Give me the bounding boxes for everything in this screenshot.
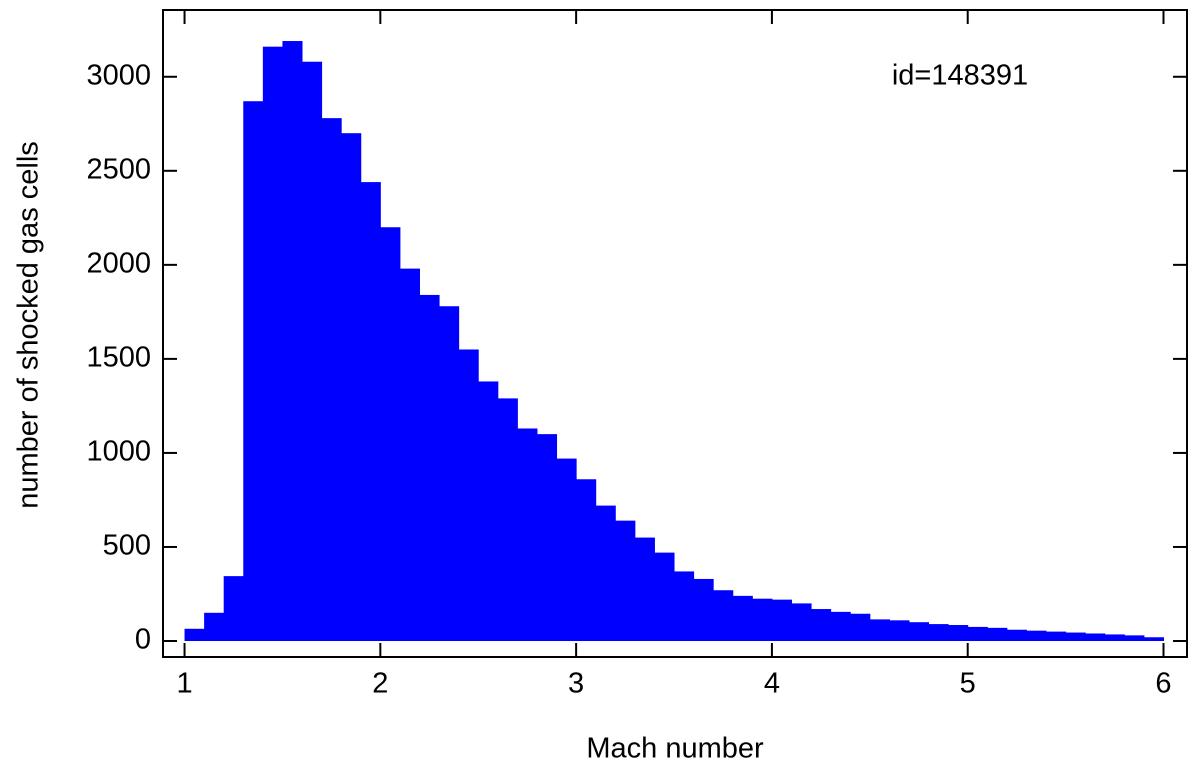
bar <box>536 434 558 642</box>
y-tick-label: 1500 <box>86 342 151 374</box>
bar <box>674 571 695 642</box>
bar <box>1006 629 1027 642</box>
bar <box>791 603 812 642</box>
x-axis-label: Mach number <box>586 733 764 765</box>
bar <box>341 133 362 642</box>
y-tick-label: 3000 <box>86 59 151 91</box>
bar <box>380 227 401 642</box>
bar <box>302 61 323 642</box>
y-axis-label: number of shocked gas cells <box>13 141 45 509</box>
bar <box>595 505 616 642</box>
bar <box>967 626 988 642</box>
bar <box>1124 635 1145 642</box>
bar <box>693 578 714 642</box>
bar <box>869 619 890 642</box>
bar <box>1085 633 1106 642</box>
plot-frame <box>162 9 1188 658</box>
bar <box>1143 637 1165 642</box>
bar <box>497 398 518 642</box>
y-tick-label: 1000 <box>86 436 151 468</box>
bar <box>732 595 753 642</box>
bar <box>184 628 205 642</box>
bar <box>556 458 577 642</box>
bar <box>987 627 1008 642</box>
bar <box>223 576 244 642</box>
bar <box>908 622 930 642</box>
y-tick-label: 500 <box>103 530 151 562</box>
bar <box>458 349 479 642</box>
bar <box>713 590 734 642</box>
bar <box>1065 632 1086 642</box>
bar <box>850 613 871 642</box>
bar <box>830 611 851 642</box>
x-tick-label: 5 <box>960 668 976 700</box>
y-tick-label: 2000 <box>86 248 151 280</box>
x-tick-label: 2 <box>372 668 388 700</box>
bar <box>752 598 773 642</box>
bar <box>399 268 420 642</box>
bar <box>948 625 969 642</box>
bar <box>419 294 440 642</box>
x-tick-label: 1 <box>176 668 192 700</box>
bar <box>654 552 675 642</box>
bar <box>204 612 225 642</box>
y-tick-label: 2500 <box>86 153 151 185</box>
x-tick-label: 3 <box>568 668 584 700</box>
bar <box>576 479 597 642</box>
bar <box>1026 630 1047 642</box>
bar <box>360 182 381 642</box>
bar <box>928 624 949 642</box>
bars <box>184 41 1165 642</box>
bar <box>478 381 499 642</box>
x-tick-label: 4 <box>764 668 780 700</box>
bar <box>811 609 832 642</box>
bar <box>634 537 655 642</box>
bar <box>517 428 538 642</box>
y-tick-label: 0 <box>135 624 151 656</box>
bar <box>771 599 792 642</box>
bar <box>439 306 460 642</box>
bar <box>889 620 910 642</box>
bar <box>282 41 303 642</box>
bar <box>1104 634 1125 642</box>
bar <box>1046 631 1067 642</box>
annotation: id=148391 <box>892 60 1028 92</box>
bar <box>615 520 636 642</box>
x-tick-label: 6 <box>1155 668 1171 700</box>
bar <box>243 101 264 642</box>
bar <box>321 118 342 642</box>
bar <box>262 46 283 642</box>
